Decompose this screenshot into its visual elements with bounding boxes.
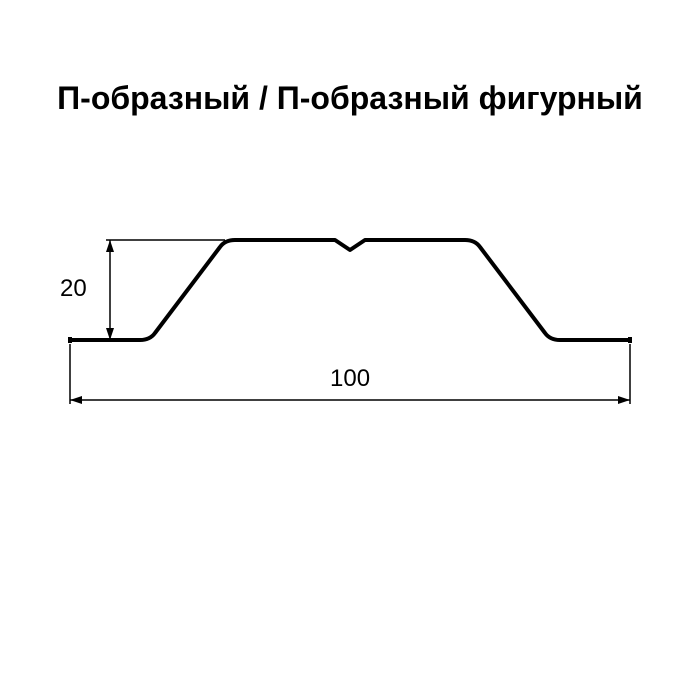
profile-diagram	[0, 0, 700, 700]
dimension-width-label: 100	[330, 365, 370, 393]
dimension-height	[70, 240, 225, 340]
dimension-height-label: 20	[60, 275, 87, 303]
profile-outline	[70, 240, 630, 343]
